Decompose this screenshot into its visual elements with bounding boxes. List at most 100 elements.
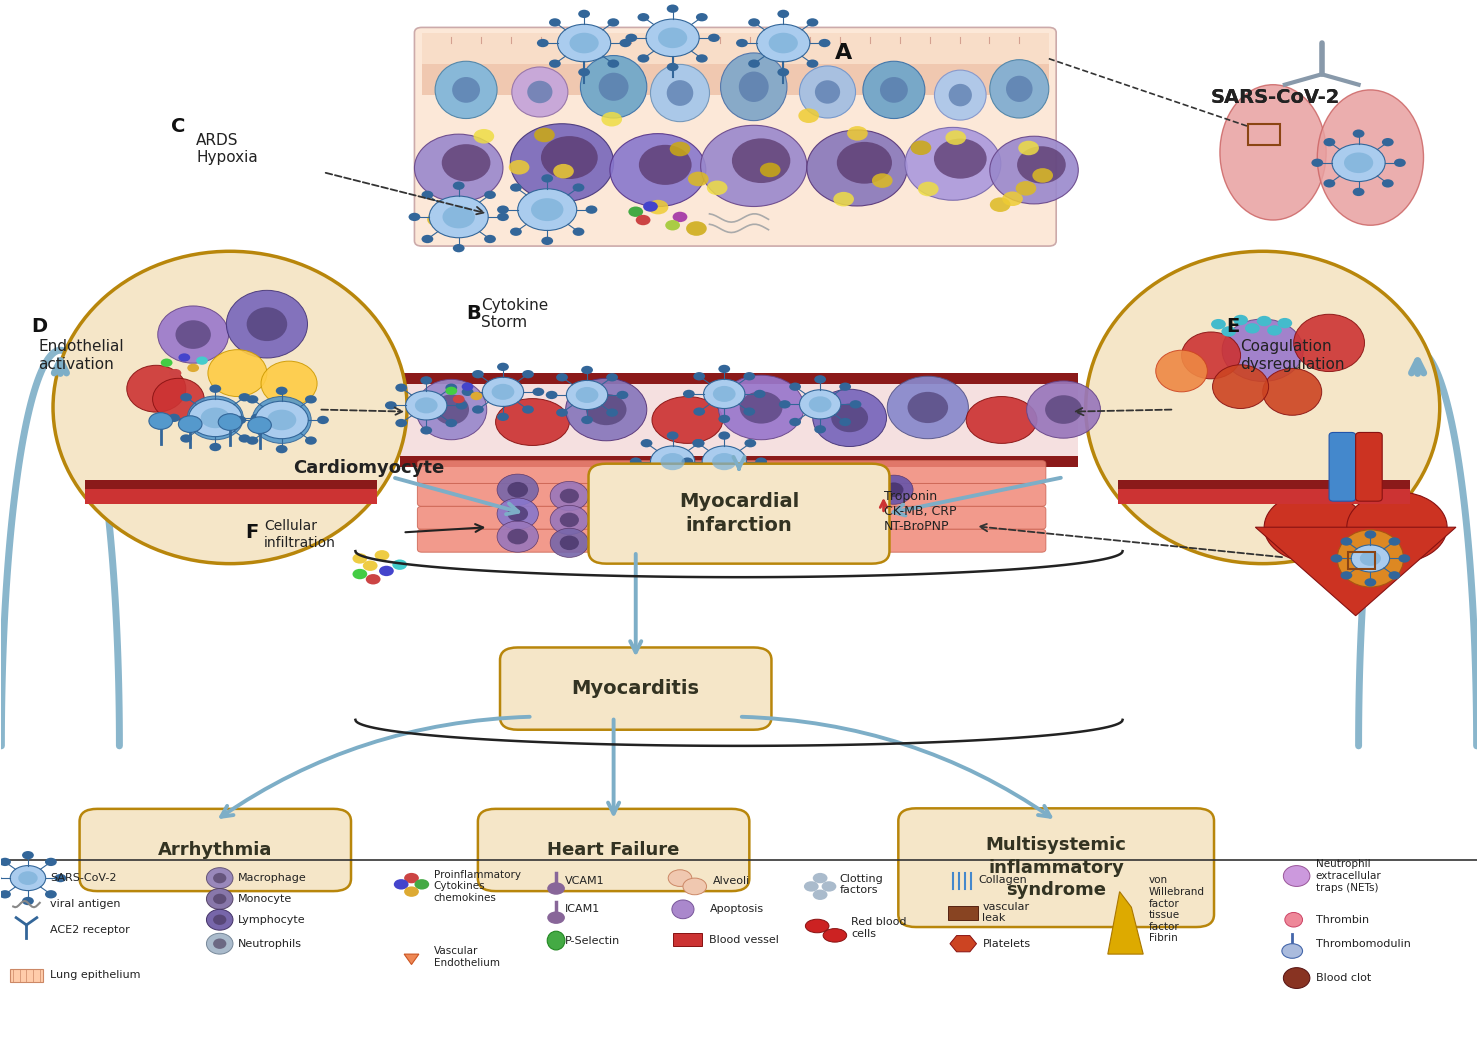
Ellipse shape — [1027, 381, 1101, 438]
Ellipse shape — [776, 519, 820, 552]
Ellipse shape — [701, 125, 807, 207]
Circle shape — [541, 237, 553, 245]
Circle shape — [427, 212, 448, 227]
Circle shape — [471, 370, 483, 378]
Circle shape — [636, 215, 650, 226]
FancyBboxPatch shape — [477, 809, 749, 892]
Ellipse shape — [507, 528, 528, 544]
Circle shape — [168, 413, 180, 422]
Circle shape — [607, 60, 619, 68]
Ellipse shape — [415, 379, 486, 440]
Circle shape — [745, 476, 757, 484]
Circle shape — [235, 416, 247, 424]
Ellipse shape — [644, 478, 686, 509]
Ellipse shape — [442, 144, 491, 182]
Circle shape — [18, 872, 37, 885]
Ellipse shape — [581, 55, 647, 118]
Ellipse shape — [507, 506, 528, 522]
FancyBboxPatch shape — [417, 529, 1046, 552]
Circle shape — [702, 446, 746, 477]
Ellipse shape — [591, 519, 636, 552]
Circle shape — [840, 418, 851, 426]
Ellipse shape — [1181, 332, 1240, 379]
Text: Cytokine
Storm: Cytokine Storm — [480, 298, 548, 330]
Ellipse shape — [127, 365, 186, 412]
Text: VCAM1: VCAM1 — [565, 876, 605, 886]
Ellipse shape — [1045, 396, 1082, 424]
Circle shape — [403, 886, 418, 897]
Circle shape — [807, 18, 819, 26]
Circle shape — [1352, 129, 1364, 138]
Ellipse shape — [176, 321, 211, 349]
Text: Lung epithelium: Lung epithelium — [50, 970, 140, 980]
Circle shape — [757, 24, 810, 62]
Circle shape — [455, 401, 467, 409]
Circle shape — [471, 405, 483, 413]
Circle shape — [547, 911, 565, 924]
Ellipse shape — [701, 482, 720, 497]
Circle shape — [485, 191, 497, 199]
Ellipse shape — [213, 873, 226, 883]
Circle shape — [1256, 316, 1271, 327]
Ellipse shape — [213, 939, 226, 949]
Circle shape — [814, 425, 826, 433]
Circle shape — [834, 192, 854, 207]
Circle shape — [238, 394, 250, 402]
Circle shape — [667, 483, 678, 492]
Circle shape — [850, 400, 862, 408]
Circle shape — [0, 891, 10, 899]
Ellipse shape — [253, 397, 312, 444]
Circle shape — [548, 18, 560, 26]
Circle shape — [189, 399, 242, 436]
Bar — [949, 906, 978, 920]
Circle shape — [197, 356, 208, 364]
Text: Myocardial
infarction: Myocardial infarction — [678, 493, 800, 535]
Circle shape — [643, 201, 658, 212]
Circle shape — [1341, 538, 1352, 546]
Circle shape — [1244, 324, 1259, 333]
Circle shape — [661, 453, 684, 470]
Ellipse shape — [721, 53, 786, 121]
Circle shape — [946, 130, 967, 145]
Circle shape — [712, 453, 736, 470]
Ellipse shape — [949, 84, 973, 106]
Circle shape — [557, 24, 610, 62]
Circle shape — [170, 369, 182, 377]
Ellipse shape — [934, 139, 987, 179]
Ellipse shape — [1007, 76, 1033, 102]
Circle shape — [910, 141, 931, 156]
Circle shape — [606, 373, 618, 381]
Circle shape — [179, 416, 202, 432]
Circle shape — [647, 199, 668, 214]
Circle shape — [392, 560, 406, 570]
Bar — [84, 480, 377, 489]
Circle shape — [683, 389, 695, 398]
Circle shape — [1018, 141, 1039, 156]
Circle shape — [581, 365, 593, 374]
Circle shape — [578, 68, 590, 76]
Ellipse shape — [863, 62, 925, 119]
Circle shape — [188, 363, 200, 372]
Circle shape — [532, 387, 544, 396]
Text: Blood clot: Blood clot — [1315, 973, 1372, 983]
Circle shape — [718, 364, 730, 373]
Circle shape — [452, 182, 464, 190]
Ellipse shape — [831, 404, 868, 432]
Circle shape — [777, 68, 789, 76]
Ellipse shape — [743, 489, 764, 504]
Ellipse shape — [591, 495, 636, 528]
Circle shape — [619, 39, 631, 47]
Bar — [399, 373, 1079, 467]
Text: A: A — [835, 44, 853, 64]
Polygon shape — [950, 935, 977, 952]
FancyBboxPatch shape — [588, 464, 890, 564]
Ellipse shape — [610, 134, 706, 207]
Text: Lymphocyte: Lymphocyte — [238, 915, 304, 925]
Ellipse shape — [1284, 912, 1302, 927]
Circle shape — [1398, 554, 1410, 563]
Text: Vascular
Endothelium: Vascular Endothelium — [433, 947, 500, 968]
Ellipse shape — [213, 894, 226, 904]
Circle shape — [374, 550, 389, 561]
Text: C: C — [171, 117, 185, 136]
Circle shape — [1382, 138, 1394, 146]
